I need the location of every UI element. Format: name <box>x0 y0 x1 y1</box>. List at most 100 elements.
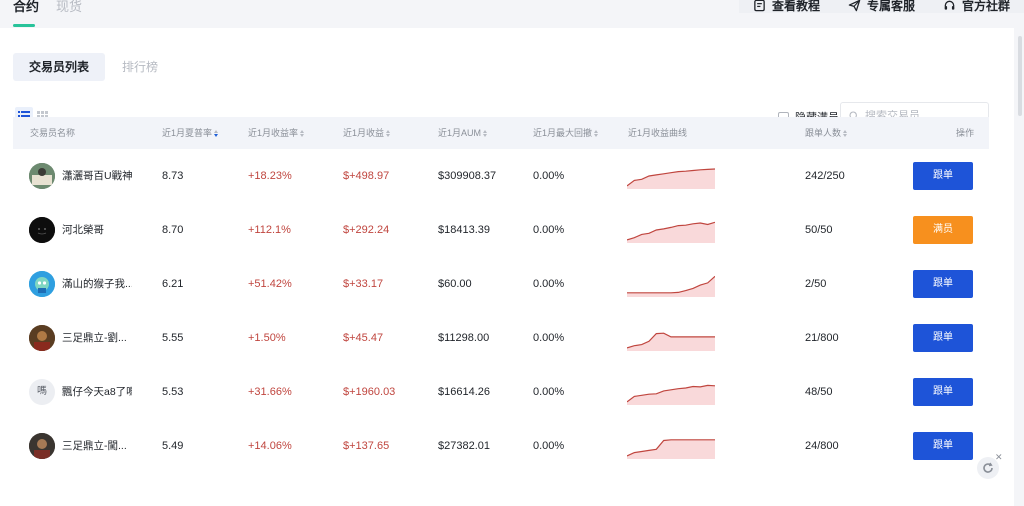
profit-curve <box>627 221 715 243</box>
profit-curve <box>627 168 715 189</box>
avatar <box>29 217 55 243</box>
avatar-photo-2 <box>29 325 55 351</box>
profit-value: $+1960.03 <box>343 386 396 398</box>
follow-button[interactable]: 跟单 <box>913 324 973 352</box>
view-tutorial-link[interactable]: 查看教程 <box>738 0 834 13</box>
profit-curve <box>627 384 715 405</box>
avatar-text: 嗎 <box>37 386 47 397</box>
trader-table-body: 瀟灑哥百U戰神 8.73 +18.23% $+498.97 $309908.37… <box>13 149 989 473</box>
sharpe-value: 5.49 <box>162 440 184 452</box>
followers-value: 48/50 <box>805 386 833 398</box>
top-links: 查看教程 专属客服 官方社群 <box>738 0 1024 20</box>
scrollbar-thumb[interactable] <box>1018 36 1022 116</box>
profit-value: $+45.47 <box>343 332 384 344</box>
official-community-link[interactable]: 官方社群 <box>928 0 1024 13</box>
trader-name[interactable]: 飄仔今天a8了嗎 <box>62 386 132 398</box>
send-icon <box>848 0 861 11</box>
curve-line <box>627 384 715 403</box>
avatar-cartoon <box>29 271 55 297</box>
table-row[interactable]: 嗎 飄仔今天a8了嗎 5.53 +31.66% $+1960.03 $16614… <box>13 365 989 419</box>
sort-icon <box>386 129 391 137</box>
customer-service-label: 专属客服 <box>866 0 915 13</box>
header-curve: 近1月收益曲线 <box>628 117 687 149</box>
header-yield-label: 近1月收益率 <box>248 128 299 138</box>
sharpe-value: 5.55 <box>162 332 184 344</box>
view-tutorial-label: 查看教程 <box>771 0 820 13</box>
table-row[interactable]: 滿山的猴子我... 6.21 +51.42% $+33.17 $60.00 0.… <box>13 257 989 311</box>
header-action: 操作 <box>956 117 974 149</box>
support-widget-button[interactable] <box>977 457 999 479</box>
sort-icon <box>594 129 599 137</box>
curve-line <box>627 332 715 349</box>
header-sharpe-label: 近1月夏普率 <box>162 128 213 138</box>
table-row[interactable]: 瀟灑哥百U戰神 8.73 +18.23% $+498.97 $309908.37… <box>13 149 989 203</box>
header-drawdown-label: 近1月最大回撤 <box>533 128 593 138</box>
profit-curve <box>627 275 715 297</box>
sort-icon <box>843 129 848 137</box>
trader-panel: 交易员列表 排行榜 隐藏满员 <box>0 28 1014 506</box>
profit-value: $+33.17 <box>343 278 384 290</box>
aum-value: $309908.37 <box>438 170 497 182</box>
refresh-icon <box>983 462 993 473</box>
trader-name[interactable]: 滿山的猴子我... <box>62 278 132 290</box>
curve-area <box>627 333 715 351</box>
curve-area <box>627 439 715 459</box>
profit-value: $+292.24 <box>343 224 390 236</box>
header-followers-label: 跟单人数 <box>805 128 842 138</box>
sort-icon <box>483 129 488 137</box>
avatar: 嗎 <box>29 379 55 405</box>
tab-spot[interactable]: 现货 <box>56 0 83 14</box>
sharpe-value: 6.21 <box>162 278 184 290</box>
curve-area <box>627 169 715 189</box>
avatar <box>29 433 55 459</box>
follow-button[interactable]: 跟单 <box>913 270 973 298</box>
header-profit[interactable]: 近1月收益 <box>343 117 391 149</box>
followers-value: 50/50 <box>805 224 833 236</box>
profit-value: $+498.97 <box>343 170 390 182</box>
header-profit-label: 近1月收益 <box>343 128 385 138</box>
aum-value: $16614.26 <box>438 386 490 398</box>
trader-name[interactable]: 三足鼎立-闖... <box>62 440 127 452</box>
tab-leaderboard[interactable]: 排行榜 <box>122 60 159 74</box>
customer-service-link[interactable]: 专属客服 <box>833 0 929 13</box>
header-curve-label: 近1月收益曲线 <box>628 128 688 138</box>
tab-trader-list[interactable]: 交易员列表 <box>13 53 106 81</box>
table-row[interactable]: 河北榮哥 8.70 +112.1% $+292.24 $18413.39 0.0… <box>13 203 989 257</box>
follow-button[interactable]: 跟单 <box>913 432 973 460</box>
profit-curve <box>627 332 715 351</box>
table-row[interactable]: 三足鼎立-劉... 5.55 +1.50% $+45.47 $11298.00 … <box>13 311 989 365</box>
drawdown-value: 0.00% <box>533 170 565 182</box>
trader-name[interactable]: 三足鼎立-劉... <box>62 332 127 344</box>
profit-value: $+137.65 <box>343 440 390 452</box>
followers-value: 24/800 <box>805 440 839 452</box>
followers-value: 2/50 <box>805 278 827 290</box>
sort-desc-icon <box>214 129 219 137</box>
header-followers[interactable]: 跟单人数 <box>805 117 848 149</box>
table-row[interactable]: 三足鼎立-闖... 5.49 +14.06% $+137.65 $27382.0… <box>13 419 989 473</box>
curve-line <box>627 221 715 241</box>
header-name-label: 交易员名称 <box>30 128 76 138</box>
drawdown-value: 0.00% <box>533 332 565 344</box>
full-button[interactable]: 满员 <box>913 216 973 244</box>
active-tab-indicator <box>13 24 35 27</box>
yield-value: +51.42% <box>248 278 292 290</box>
header-drawdown[interactable]: 近1月最大回撤 <box>533 117 599 149</box>
curve-area <box>627 222 715 243</box>
drawdown-value: 0.00% <box>533 440 565 452</box>
yield-value: +14.06% <box>248 440 292 452</box>
aum-value: $60.00 <box>438 278 472 290</box>
header-sharpe[interactable]: 近1月夏普率 <box>162 117 219 149</box>
header-aum[interactable]: 近1月AUM <box>438 117 488 149</box>
header-yield[interactable]: 近1月收益率 <box>248 117 305 149</box>
trader-name[interactable]: 河北榮哥 <box>62 224 104 236</box>
follow-button[interactable]: 跟单 <box>913 162 973 190</box>
close-icon[interactable]: ✕ <box>995 452 1003 462</box>
header-action-label: 操作 <box>956 128 975 138</box>
top-bar: 合约 现货 查看教程 专属客服 官方社群 <box>0 0 1024 28</box>
avatar <box>29 271 55 297</box>
headset-icon <box>944 0 955 10</box>
sharpe-value: 8.73 <box>162 170 184 182</box>
tab-contract[interactable]: 合约 <box>13 0 40 14</box>
follow-button[interactable]: 跟单 <box>913 378 973 406</box>
trader-name[interactable]: 瀟灑哥百U戰神 <box>62 170 132 182</box>
